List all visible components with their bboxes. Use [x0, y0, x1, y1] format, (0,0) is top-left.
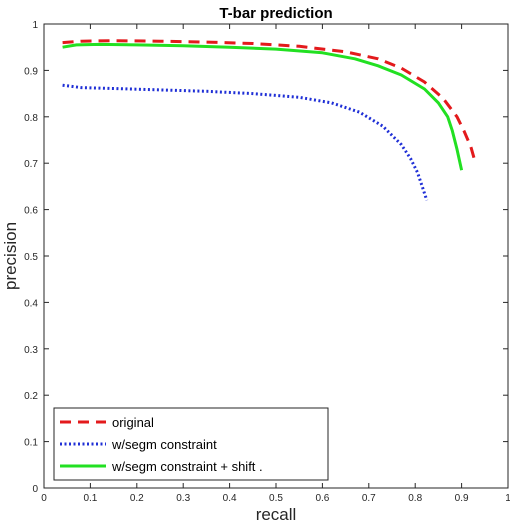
y-tick-label: 1	[32, 20, 38, 31]
x-tick-label: 0.2	[130, 493, 144, 504]
legend-entry: w/segm constraint	[111, 437, 217, 452]
x-tick-label: 0.3	[176, 493, 190, 504]
axis-ticks: 0 0.1 0.2 0.3 0.4 0.5 0.6 0.7 0.8 0.9 1 0 0.1 0.2 0.3 0…	[24, 20, 510, 504]
x-tick-label: 0.7	[362, 493, 376, 504]
x-axis-label: recall	[256, 505, 297, 524]
series-line	[62, 42, 464, 171]
y-tick-label: 0.6	[24, 206, 38, 217]
x-tick-label: 0.9	[455, 493, 469, 504]
x-tick-label: 0	[41, 493, 47, 504]
x-tick-label: 0.5	[269, 493, 283, 504]
series-line	[62, 83, 429, 201]
x-tick-label: 1	[505, 493, 510, 504]
y-tick-label: 0	[32, 484, 38, 495]
x-tick-label: 0.4	[223, 493, 237, 504]
chart-title: T-bar prediction	[219, 5, 332, 22]
legend-entry: original	[112, 415, 154, 430]
y-tick-label: 0.5	[24, 252, 38, 263]
x-tick-label: 0.8	[408, 493, 422, 504]
x-tick-label: 0.1	[83, 493, 97, 504]
y-tick-label: 0.3	[24, 345, 38, 356]
y-axis-label: precision	[1, 222, 20, 290]
legend-box	[53, 407, 329, 481]
series-line	[62, 39, 477, 164]
y-tick-label: 0.8	[24, 113, 38, 124]
y-tick-label: 0.7	[24, 159, 38, 170]
y-tick-label: 0.2	[24, 391, 38, 402]
y-tick-label: 0.9	[24, 66, 38, 77]
y-tick-label: 0.4	[24, 298, 38, 309]
y-tick-label: 0.1	[24, 438, 38, 449]
legend: original w/segm constraint w/segm constrai…	[53, 407, 329, 481]
x-tick-label: 0.6	[315, 493, 329, 504]
legend-entry: w/segm constraint + shift .	[111, 459, 263, 474]
series-layer	[62, 39, 477, 201]
